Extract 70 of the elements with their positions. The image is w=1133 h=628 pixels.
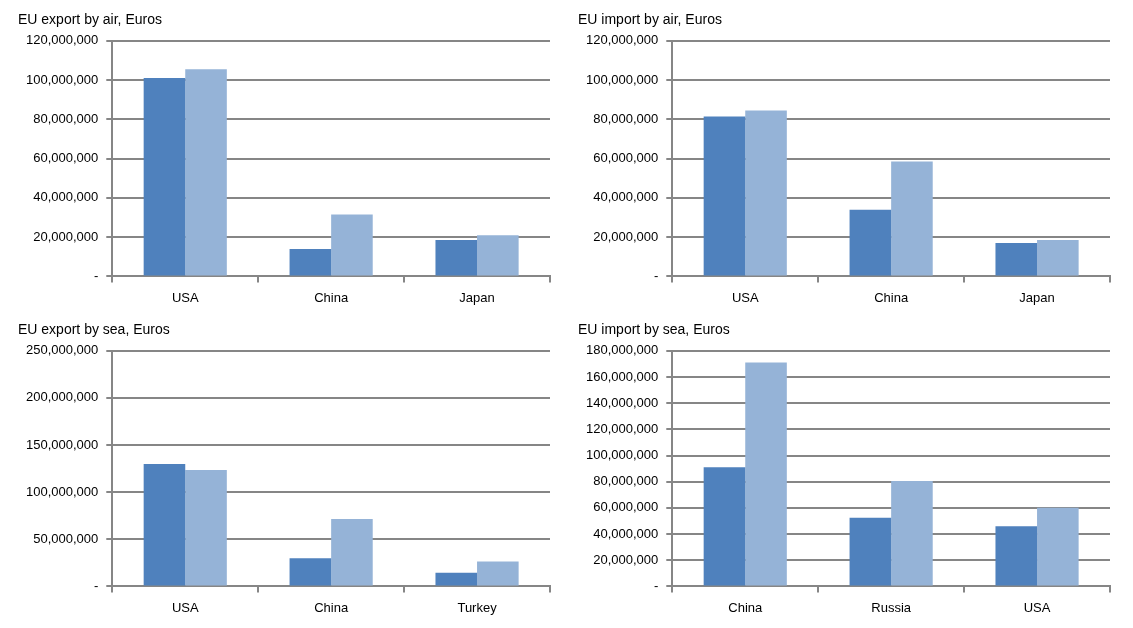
bar [435, 240, 478, 276]
y-tick-label: 20,000,000 [593, 228, 659, 244]
bar [703, 116, 746, 276]
y-tick-label: 40,000,000 [593, 189, 659, 205]
bar [891, 161, 933, 276]
bar [849, 517, 892, 586]
y-tick-label: 80,000,000 [593, 473, 659, 489]
x-tick-label: China [314, 289, 349, 305]
y-tick-label: 160,000,000 [586, 368, 659, 384]
y-tick-label: 60,000,000 [593, 499, 659, 515]
bar [331, 214, 373, 276]
x-tick-label: China [728, 599, 763, 615]
x-tick-label: USA [1023, 599, 1051, 615]
bar [1037, 240, 1079, 276]
y-tick-label: 20,000,000 [593, 551, 659, 567]
bar [891, 481, 933, 586]
bar [703, 467, 746, 586]
x-tick-label: Turkey [457, 599, 498, 615]
y-tick-label: 200,000,000 [26, 389, 99, 405]
x-tick-label: China [314, 599, 349, 615]
bar [849, 209, 892, 276]
y-tick-label: 50,000,000 [33, 530, 99, 546]
y-tick-label: 120,000,000 [26, 32, 99, 48]
bar [745, 362, 787, 586]
bar [1037, 507, 1079, 586]
bar [143, 463, 186, 586]
chart-title: EU export by sea, Euros [18, 321, 170, 338]
chart-title: EU export by air, Euros [18, 11, 162, 28]
x-tick-label: Japan [459, 289, 495, 305]
bar [331, 519, 373, 586]
bar [185, 69, 227, 276]
bar [995, 243, 1038, 276]
y-tick-label: 40,000,000 [593, 525, 659, 541]
y-tick-label: 150,000,000 [26, 436, 99, 452]
y-tick-label: 140,000,000 [586, 394, 659, 410]
x-tick-label: USA [731, 289, 759, 305]
y-tick-label: 100,000,000 [586, 71, 659, 87]
y-tick-label: 120,000,000 [586, 420, 659, 436]
y-tick-label: 60,000,000 [33, 150, 99, 166]
y-tick-label: 100,000,000 [26, 483, 99, 499]
x-tick-label: Japan [1019, 289, 1055, 305]
bar [477, 561, 519, 586]
y-tick-label: 100,000,000 [26, 71, 99, 87]
bar [289, 248, 332, 276]
y-tick-label: 120,000,000 [586, 32, 659, 48]
y-tick-label: 60,000,000 [593, 150, 659, 166]
bar [477, 235, 519, 276]
y-tick-label: - [93, 577, 99, 593]
y-tick-label: 20,000,000 [33, 228, 99, 244]
y-tick-label: 80,000,000 [33, 110, 99, 126]
y-tick-label: 80,000,000 [593, 110, 659, 126]
y-tick-label: - [653, 267, 659, 283]
chart-title: EU import by air, Euros [578, 11, 722, 28]
bar [289, 558, 332, 586]
x-tick-label: USA [171, 289, 199, 305]
bar [995, 526, 1038, 586]
y-tick-label: 250,000,000 [26, 342, 99, 358]
bar [745, 110, 787, 276]
bar [143, 78, 186, 276]
y-tick-label: - [653, 577, 659, 593]
y-tick-label: 100,000,000 [586, 447, 659, 463]
chart-title: EU import by sea, Euros [578, 321, 730, 338]
bar [185, 470, 227, 586]
bar [435, 572, 478, 586]
x-tick-label: Russia [871, 599, 912, 615]
y-tick-label: 40,000,000 [33, 189, 99, 205]
y-tick-label: - [93, 267, 99, 283]
x-tick-label: China [874, 289, 909, 305]
x-tick-label: USA [171, 599, 199, 615]
y-tick-label: 180,000,000 [586, 342, 659, 358]
